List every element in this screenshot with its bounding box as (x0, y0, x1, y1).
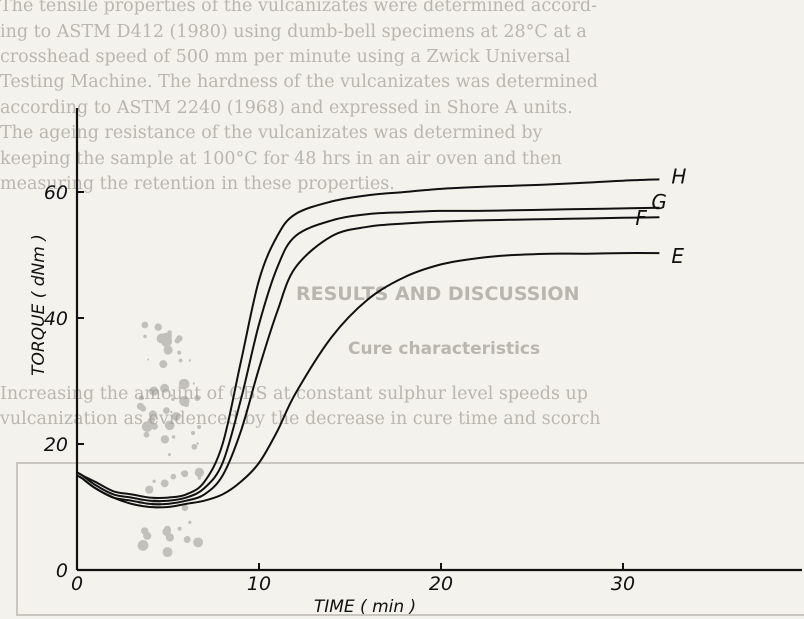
series-line-g (76, 206, 660, 503)
series-label-e: E (671, 244, 684, 268)
scan-blotches (136, 321, 205, 558)
x-tick-label: 30 (611, 573, 635, 595)
background-text-line: ing to ASTM D412 (1980) using dumb-bell … (0, 22, 587, 42)
y-tick-label: 60 (44, 182, 68, 204)
x-tick-label: 0 (71, 573, 83, 595)
x-tick-label: 10 (247, 573, 271, 595)
y-tick-label: 20 (44, 434, 68, 456)
lower-figure-frame (16, 462, 804, 616)
series-label-g: G (651, 190, 667, 214)
x-axis-label: TIME ( min ) (314, 597, 416, 617)
background-text-line: according to ASTM 2240 (1968) and expres… (0, 98, 573, 118)
background-text-line: crosshead speed of 500 mm per minute usi… (0, 47, 571, 67)
y-tick-label: 0 (56, 560, 68, 582)
background-paragraph-line: Increasing the amount of CBS at constant… (0, 384, 588, 404)
series-line-h (76, 178, 660, 499)
series-line-e (76, 252, 660, 509)
background-text-line: Testing Machine. The hardness of the vul… (0, 72, 598, 92)
series-lines (76, 178, 660, 509)
background-text-line: The ageing resistance of the vulcanizate… (0, 123, 543, 143)
y-axis-label: TORQUE ( dNm ) (29, 234, 49, 376)
background-text-line: measuring the retention in these propert… (0, 174, 395, 194)
background-subheading: Cure characteristics (348, 339, 541, 359)
series-label-h: H (671, 164, 686, 188)
series-label-f: F (635, 206, 647, 230)
x-tick-label: 20 (429, 573, 453, 595)
background-text-line: The tensile properties of the vulcanizat… (0, 0, 597, 16)
series-line-f (76, 216, 660, 506)
background-text-line: keeping the sample at 100°C for 48 hrs i… (0, 149, 562, 169)
axis-ticks: 0 20 40 60 0 10 20 30 (44, 182, 635, 595)
y-tick-label: 40 (44, 308, 68, 330)
